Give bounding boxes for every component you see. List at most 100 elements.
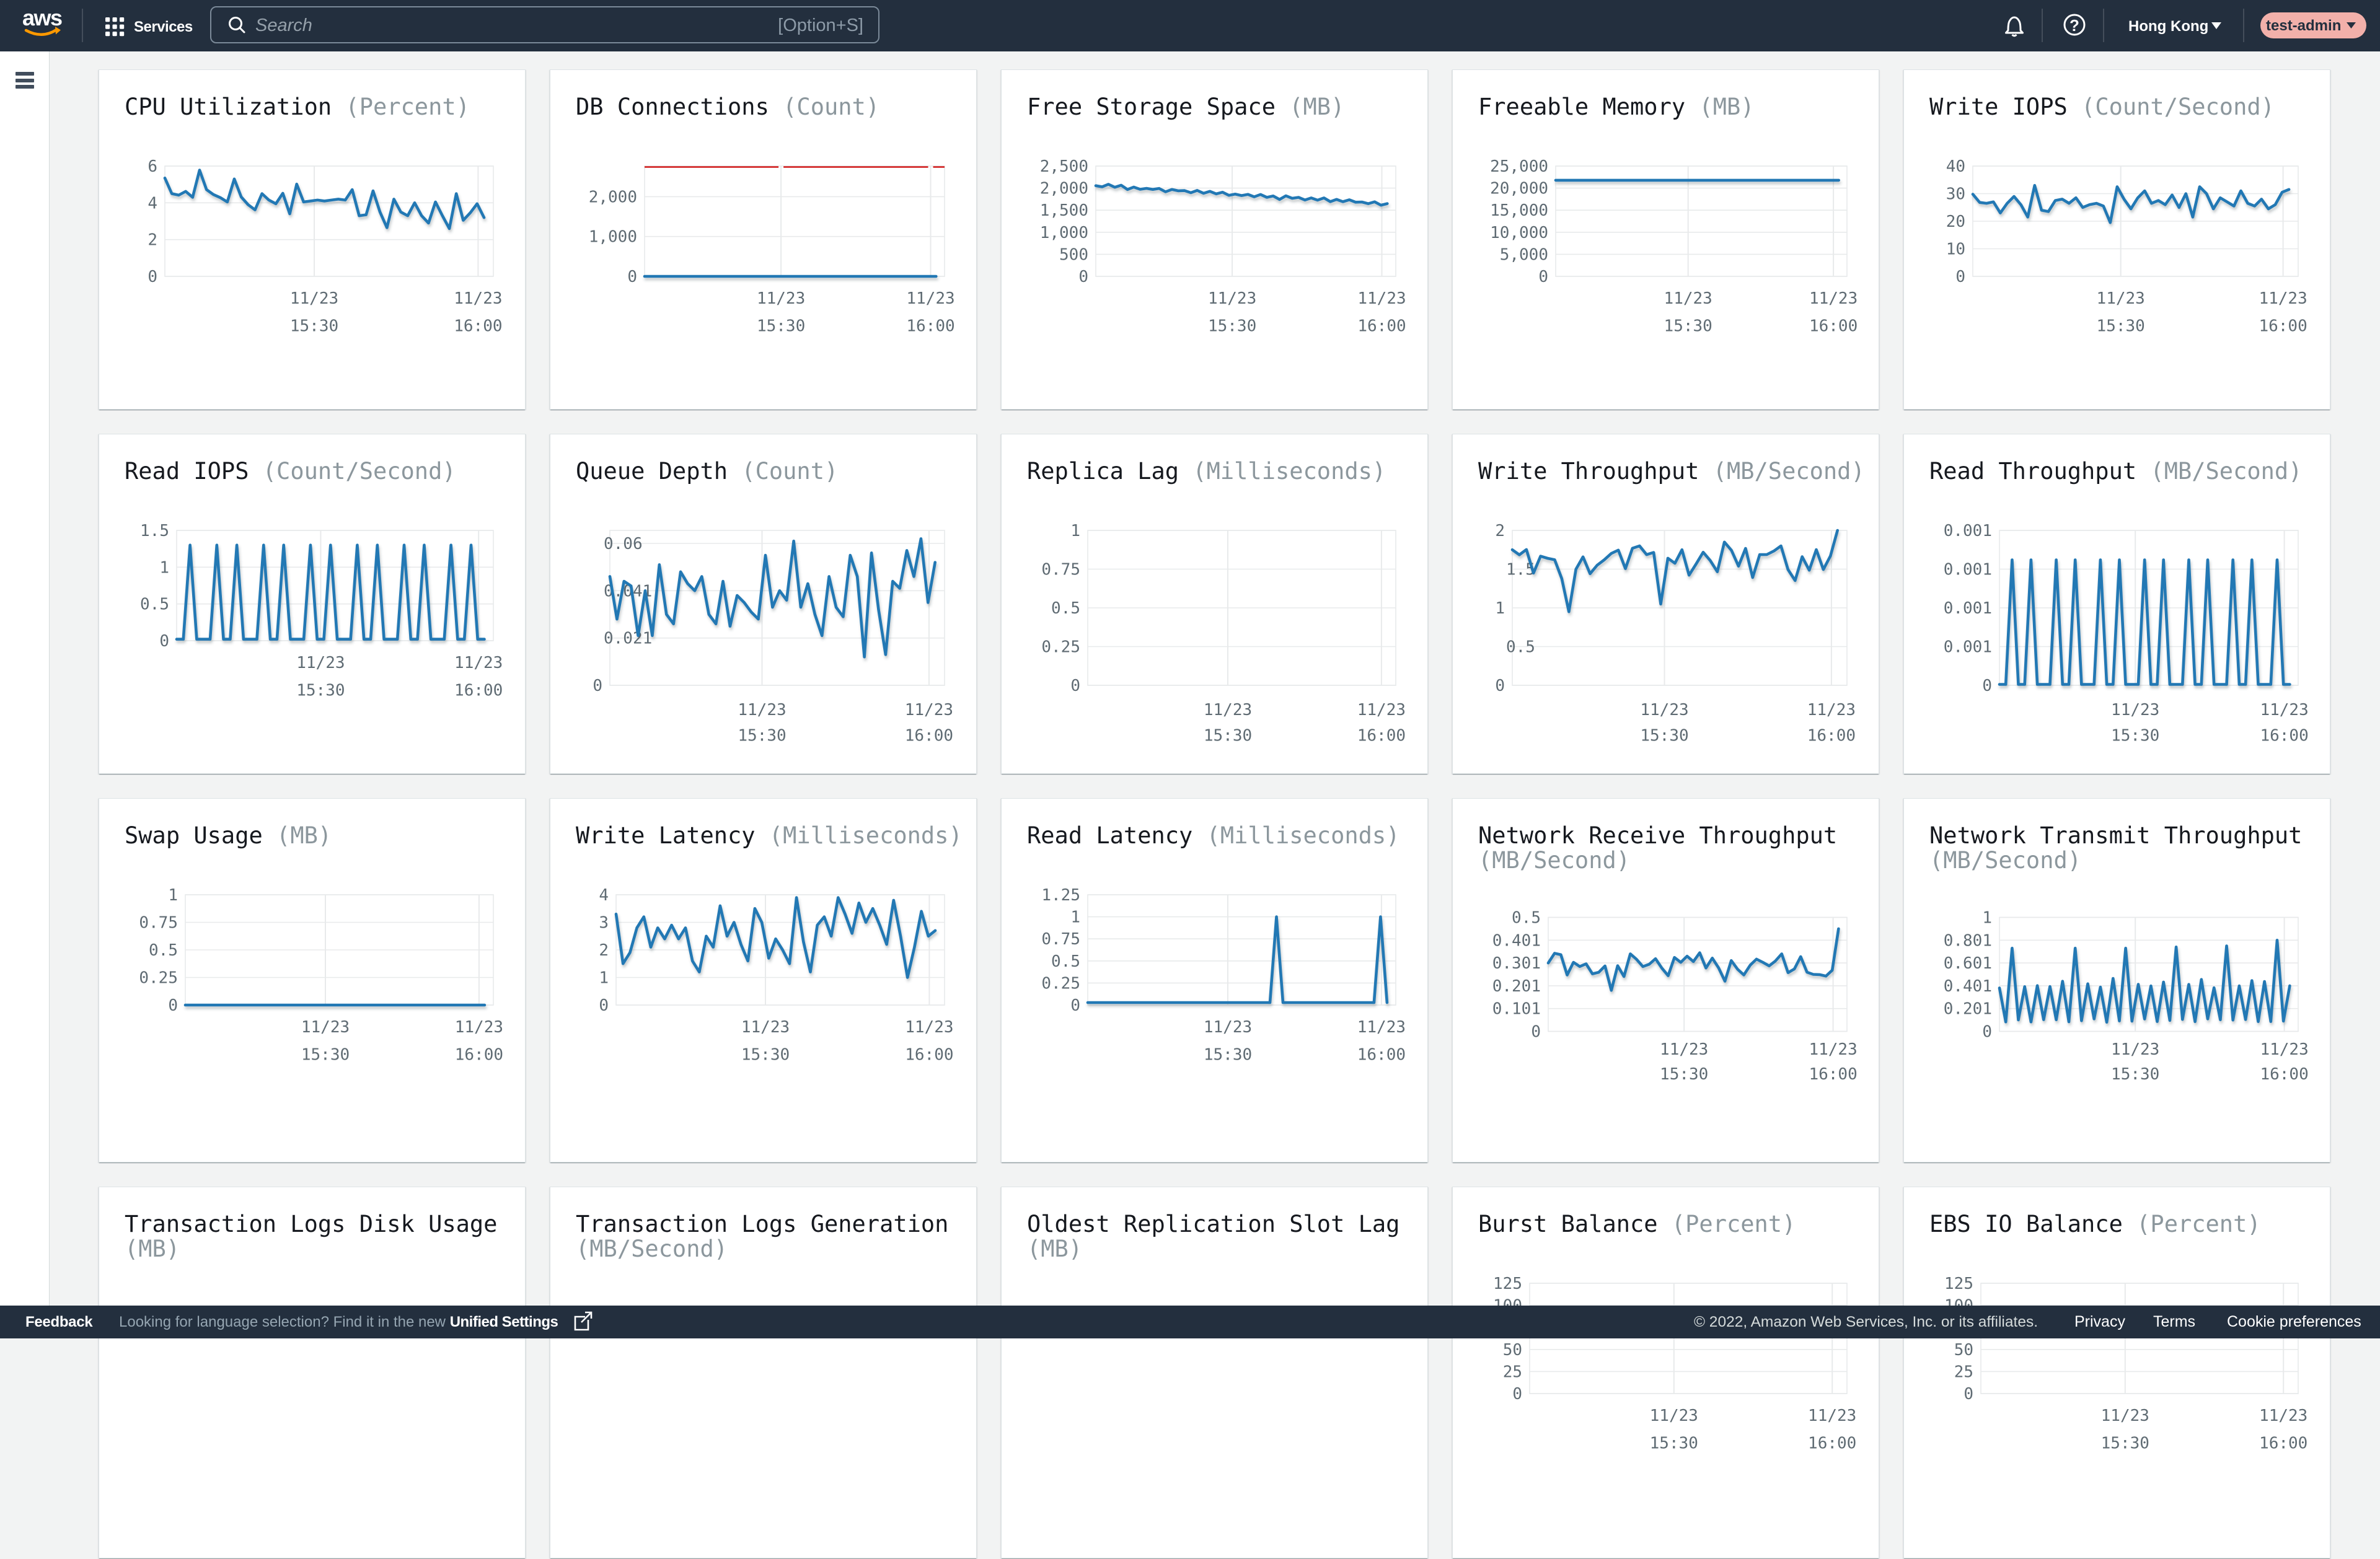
svg-text:15:30: 15:30: [296, 682, 345, 700]
svg-text:30: 30: [1946, 185, 1965, 204]
svg-text:Search: Search: [255, 15, 312, 35]
svg-text:2,000: 2,000: [589, 188, 637, 206]
svg-text:20,000: 20,000: [1490, 180, 1548, 198]
svg-text:2: 2: [599, 941, 609, 960]
svg-text:11/23: 11/23: [738, 701, 786, 719]
svg-text:40: 40: [1946, 157, 1965, 176]
svg-text:0.75: 0.75: [1041, 561, 1080, 579]
svg-text:0: 0: [1531, 1023, 1541, 1042]
svg-text:test-admin: test-admin: [2266, 17, 2341, 34]
svg-text:2,500: 2,500: [1040, 157, 1088, 176]
svg-text:3: 3: [599, 914, 609, 933]
svg-text:1,000: 1,000: [1040, 224, 1088, 242]
svg-text:0.301: 0.301: [1492, 954, 1541, 973]
svg-text:11/23: 11/23: [2101, 1407, 2149, 1425]
svg-text:2: 2: [148, 231, 157, 250]
svg-text:0.001: 0.001: [1944, 638, 1992, 657]
svg-text:11/23: 11/23: [301, 1018, 350, 1037]
svg-text:0: 0: [1070, 996, 1080, 1015]
svg-text:15:30: 15:30: [1664, 317, 1712, 336]
svg-text:1.5: 1.5: [140, 522, 169, 540]
svg-text:0.401: 0.401: [1944, 977, 1992, 996]
svg-text:Hong Kong: Hong Kong: [2128, 18, 2208, 35]
svg-text:11/23: 11/23: [1204, 1018, 1252, 1037]
svg-text:1,500: 1,500: [1040, 201, 1088, 220]
svg-text:0.001: 0.001: [1944, 599, 1992, 618]
svg-text:0: 0: [593, 677, 602, 695]
svg-text:0: 0: [148, 268, 157, 286]
svg-text:0.801: 0.801: [1944, 931, 1992, 950]
svg-text:1: 1: [1070, 908, 1080, 927]
svg-text:11/23: 11/23: [2111, 701, 2159, 719]
svg-text:1.25: 1.25: [1041, 886, 1080, 905]
svg-text:11/23: 11/23: [905, 1018, 953, 1037]
svg-text:16:00: 16:00: [906, 317, 954, 336]
svg-text:11/23: 11/23: [1208, 289, 1256, 308]
svg-text:0: 0: [1982, 677, 1992, 695]
svg-text:0.201: 0.201: [1492, 977, 1541, 996]
svg-text:0.101: 0.101: [1492, 1000, 1541, 1019]
svg-text:15:30: 15:30: [2101, 1434, 2149, 1453]
svg-text:0.401: 0.401: [1492, 931, 1541, 950]
svg-text:16:00: 16:00: [1357, 317, 1406, 336]
svg-text:500: 500: [1059, 245, 1088, 264]
svg-text:0.5: 0.5: [140, 595, 169, 614]
svg-text:15:30: 15:30: [738, 727, 786, 745]
svg-text:11/23: 11/23: [1809, 289, 1858, 308]
svg-text:11/23: 11/23: [296, 654, 345, 672]
svg-text:© 2022, Amazon Web Services, I: © 2022, Amazon Web Services, Inc. or its…: [1694, 1314, 2038, 1330]
svg-text:11/23: 11/23: [2111, 1040, 2159, 1059]
svg-text:[Option+S]: [Option+S]: [778, 15, 863, 35]
svg-text:15:30: 15:30: [1204, 1046, 1252, 1065]
svg-text:16:00: 16:00: [1807, 727, 1856, 745]
svg-text:15:30: 15:30: [741, 1046, 790, 1065]
svg-text:11/23: 11/23: [906, 289, 954, 308]
svg-text:0.5: 0.5: [1051, 599, 1080, 618]
svg-text:11/23: 11/23: [454, 289, 502, 308]
svg-text:0.5: 0.5: [1512, 909, 1541, 928]
svg-text:1: 1: [1982, 909, 1992, 928]
svg-text:Cookie preferences: Cookie preferences: [2227, 1313, 2361, 1330]
svg-text:11/23: 11/23: [290, 289, 338, 308]
svg-text:11/23: 11/23: [1357, 701, 1406, 719]
svg-text:16:00: 16:00: [2259, 317, 2307, 336]
svg-text:10,000: 10,000: [1490, 224, 1548, 242]
svg-text:16:00: 16:00: [1357, 727, 1406, 745]
svg-text:Services: Services: [134, 19, 193, 35]
svg-text:16:00: 16:00: [2260, 1065, 2308, 1084]
svg-text:16:00: 16:00: [2260, 727, 2308, 745]
svg-text:10: 10: [1946, 240, 1965, 259]
svg-text:16:00: 16:00: [905, 727, 953, 745]
svg-text:0: 0: [1495, 677, 1505, 695]
svg-text:0: 0: [168, 996, 178, 1015]
svg-text:16:00: 16:00: [1809, 1065, 1857, 1084]
svg-text:?: ?: [2069, 16, 2079, 35]
svg-text:11/23: 11/23: [2259, 289, 2307, 308]
svg-text:16:00: 16:00: [1357, 1046, 1406, 1065]
svg-text:15,000: 15,000: [1490, 201, 1548, 220]
svg-text:1: 1: [159, 558, 169, 577]
svg-text:11/23: 11/23: [741, 1018, 790, 1037]
svg-text:11/23: 11/23: [1808, 1407, 1856, 1425]
svg-text:125: 125: [1493, 1275, 1522, 1293]
svg-text:15:30: 15:30: [2111, 1065, 2159, 1084]
svg-text:11/23: 11/23: [1650, 1407, 1698, 1425]
svg-text:Privacy: Privacy: [2074, 1313, 2125, 1330]
svg-text:11/23: 11/23: [2097, 289, 2145, 308]
svg-text:25: 25: [1503, 1363, 1522, 1381]
svg-text:2,000: 2,000: [1040, 180, 1088, 198]
svg-text:16:00: 16:00: [905, 1046, 953, 1065]
svg-text:0.5: 0.5: [149, 941, 178, 960]
svg-text:15:30: 15:30: [1640, 727, 1688, 745]
svg-text:11/23: 11/23: [1357, 289, 1406, 308]
svg-text:50: 50: [1954, 1341, 1973, 1359]
svg-text:15:30: 15:30: [2097, 317, 2145, 336]
svg-text:0.75: 0.75: [139, 914, 178, 933]
svg-text:0: 0: [1078, 268, 1088, 286]
svg-text:0: 0: [599, 996, 609, 1015]
svg-text:16:00: 16:00: [2259, 1434, 2307, 1453]
svg-text:6: 6: [148, 157, 157, 176]
svg-text:0: 0: [159, 632, 169, 651]
svg-text:0: 0: [1955, 268, 1965, 286]
svg-text:0: 0: [1963, 1385, 1973, 1403]
